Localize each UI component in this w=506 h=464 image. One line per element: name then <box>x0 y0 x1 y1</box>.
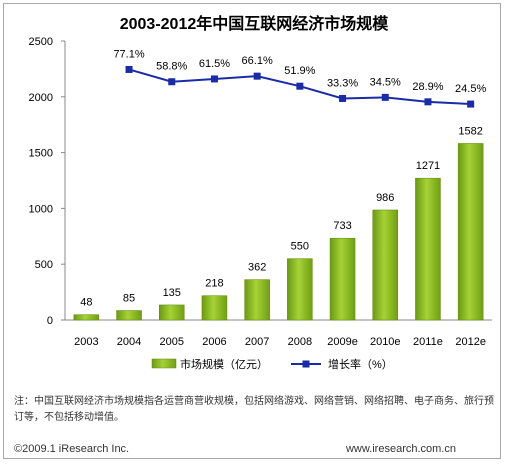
chart-title: 2003-2012年中国互联网经济市场规模 <box>120 14 390 33</box>
growth-point <box>296 82 304 90</box>
x-tick-label: 2008 <box>288 336 312 348</box>
growth-label: 51.9% <box>284 65 315 77</box>
x-tick-label: 2007 <box>245 336 269 348</box>
bar <box>329 237 356 321</box>
growth-point <box>168 78 176 86</box>
bar-value-label: 550 <box>291 241 309 253</box>
growth-label: 61.5% <box>199 58 230 70</box>
x-tick-label: 2003 <box>74 336 98 348</box>
growth-point <box>253 72 261 80</box>
bar <box>457 143 484 321</box>
website-text: www.iresearch.com.cn <box>345 443 456 455</box>
bar <box>287 258 313 321</box>
chart-frame: 2003-2012年中国互联网经济市场规模 0 500 1000 1500 2000 25… <box>3 3 501 459</box>
growth-label: 77.1% <box>113 48 144 60</box>
growth-point <box>424 98 432 106</box>
growth-label: 34.5% <box>370 76 401 88</box>
x-tick-label: 2011e <box>413 336 443 348</box>
bar <box>159 304 185 321</box>
y-tick-label: 1500 <box>29 148 53 160</box>
legend-bar-label: 市场规模（亿元） <box>180 357 268 371</box>
bar-value-label: 1582 <box>458 125 482 137</box>
x-tick-label: 2006 <box>202 336 226 348</box>
x-tick-label: 2009e <box>327 336 358 348</box>
legend-line-label: 增长率（%） <box>328 357 393 371</box>
y-tick-label: 0 <box>47 315 53 327</box>
chart: 2003-2012年中国互联网经济市场规模 0 500 1000 1500 2000 25… <box>29 14 492 371</box>
y-tick-label: 500 <box>35 259 53 271</box>
bar <box>244 279 270 321</box>
bar-value-label: 85 <box>123 293 135 305</box>
legend: 市场规模（亿元） 增长率（%） <box>151 357 393 371</box>
growth-label: 28.9% <box>412 81 443 93</box>
y-tick-label: 1000 <box>29 203 53 215</box>
x-tick-label: 2012e <box>455 336 486 348</box>
bar <box>116 310 142 321</box>
growth-label: 24.5% <box>455 83 486 95</box>
y-tick-label: 2000 <box>29 92 53 104</box>
growth-point <box>381 93 389 101</box>
x-tick-label: 2004 <box>117 336 141 348</box>
bar <box>372 209 398 321</box>
bar-value-label: 135 <box>163 287 181 299</box>
growth-label: 58.8% <box>156 61 187 73</box>
y-tick-label: 2500 <box>29 36 53 48</box>
x-tick-label: 2010e <box>370 336 401 348</box>
copyright-text: ©2009.1 iResearch Inc. <box>14 443 130 455</box>
legend-bar-swatch <box>151 358 177 369</box>
x-tick-label: 2005 <box>160 336 184 348</box>
bar-value-label: 986 <box>376 192 394 204</box>
legend-line-marker <box>302 360 310 368</box>
growth-point <box>467 100 475 108</box>
growth-point <box>339 94 347 102</box>
bar-value-label: 48 <box>80 297 92 309</box>
chart-note: 注：中国互联网经济市场规模指各运营商营收规模，包括网络游戏、网络营销、网络招聘、… <box>14 396 494 423</box>
bar-value-label: 362 <box>248 262 266 274</box>
bar-value-label: 733 <box>333 220 351 232</box>
bar <box>201 295 228 321</box>
growth-point <box>125 65 133 73</box>
bar <box>415 177 441 321</box>
growth-label: 33.3% <box>327 77 358 89</box>
bar <box>73 314 100 321</box>
bar-value-label: 1271 <box>416 160 440 172</box>
growth-point <box>210 75 218 83</box>
growth-label: 66.1% <box>242 55 273 67</box>
bar-value-label: 218 <box>205 278 223 290</box>
